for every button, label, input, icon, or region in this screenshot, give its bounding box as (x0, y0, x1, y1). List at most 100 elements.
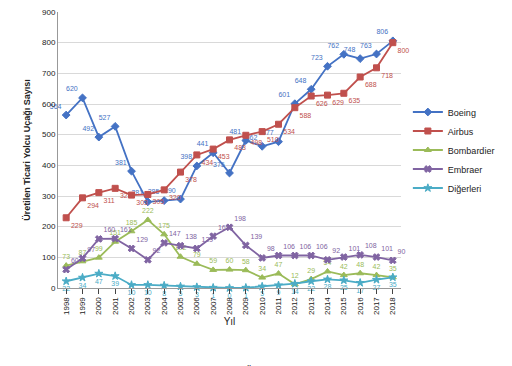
svg-text:42: 42 (373, 263, 381, 270)
svg-text:198: 198 (234, 215, 246, 222)
svg-text:34: 34 (79, 282, 87, 289)
svg-text:Embraer: Embraer (448, 165, 483, 175)
svg-text:441: 441 (197, 140, 209, 147)
svg-text:900: 900 (42, 8, 56, 17)
svg-text:1: 1 (211, 292, 215, 299)
svg-text:806: 806 (376, 28, 388, 35)
svg-text:101: 101 (349, 245, 361, 252)
svg-text:Yıl: Yıl (224, 316, 236, 327)
svg-text:Üretilen Ticari Yolcu Uçağı Sa: Üretilen Ticari Yolcu Uçağı Sayısı (22, 79, 32, 221)
svg-text:2010: 2010 (258, 297, 267, 315)
svg-text:73: 73 (62, 253, 70, 260)
svg-text:28: 28 (324, 283, 332, 290)
svg-text:98: 98 (267, 245, 275, 252)
svg-text:400: 400 (42, 161, 56, 170)
svg-text:100: 100 (42, 253, 56, 262)
svg-text:101: 101 (381, 245, 393, 252)
svg-text:48: 48 (356, 261, 364, 268)
svg-text:492: 492 (82, 125, 94, 132)
svg-text:161: 161 (120, 226, 132, 233)
svg-text:300: 300 (42, 192, 56, 201)
svg-text:2009: 2009 (241, 297, 250, 315)
svg-text:1998: 1998 (62, 297, 71, 315)
svg-text:700: 700 (42, 69, 56, 78)
svg-text:10: 10 (128, 289, 136, 296)
svg-text:2012: 2012 (290, 297, 299, 315)
svg-text:47: 47 (95, 278, 103, 285)
svg-text:27: 27 (373, 284, 381, 291)
svg-text:3: 3 (195, 291, 199, 298)
svg-text:320: 320 (169, 194, 181, 201)
svg-text:2017: 2017 (372, 297, 381, 315)
svg-text:22: 22 (307, 285, 315, 292)
svg-text:108: 108 (365, 242, 377, 249)
svg-text:2013: 2013 (307, 297, 316, 315)
svg-text:2014: 2014 (323, 297, 332, 315)
svg-text:762: 762 (327, 42, 339, 49)
svg-text:500: 500 (42, 130, 56, 139)
svg-text:92: 92 (153, 247, 161, 254)
svg-text:620: 620 (66, 85, 78, 92)
svg-text:290: 290 (164, 187, 176, 194)
svg-text:723: 723 (311, 54, 323, 61)
svg-text:Şekil 4. 2008-2018 Yılları Ara: Şekil 4. 2008-2018 Yılları Arasındaki Yo… (26, 365, 335, 366)
svg-text:47: 47 (275, 261, 283, 268)
svg-text:2001: 2001 (111, 297, 120, 315)
svg-text:60: 60 (226, 257, 234, 264)
svg-text:2003: 2003 (143, 297, 152, 315)
svg-text:87: 87 (79, 249, 87, 256)
svg-text:718: 718 (381, 72, 393, 79)
svg-text:10: 10 (144, 289, 152, 296)
svg-text:1999: 1999 (78, 297, 87, 315)
svg-text:434: 434 (202, 159, 214, 166)
svg-text:2006: 2006 (192, 297, 201, 315)
svg-text:2016: 2016 (356, 297, 365, 315)
svg-text:800: 800 (398, 47, 410, 54)
svg-text:2002: 2002 (127, 297, 136, 315)
svg-text:398: 398 (180, 153, 192, 160)
svg-text:8: 8 (162, 290, 166, 297)
svg-text:2007: 2007 (209, 297, 218, 315)
svg-text:102: 102 (175, 244, 187, 251)
svg-text:281: 281 (131, 189, 143, 196)
svg-text:2004: 2004 (160, 297, 169, 315)
svg-text:688: 688 (365, 81, 377, 88)
svg-text:175: 175 (158, 222, 170, 229)
svg-text:303: 303 (136, 199, 148, 206)
svg-text:185: 185 (126, 219, 138, 226)
svg-text:311: 311 (104, 197, 115, 204)
svg-text:12: 12 (291, 272, 299, 279)
svg-text:90: 90 (398, 248, 406, 255)
svg-text:462: 462 (246, 134, 258, 141)
svg-text:17: 17 (356, 287, 364, 294)
svg-text:42: 42 (340, 263, 348, 270)
svg-text:5: 5 (260, 290, 264, 297)
svg-text:129: 129 (136, 236, 148, 243)
svg-text:222: 222 (142, 207, 154, 214)
svg-text:648: 648 (295, 77, 307, 84)
svg-text:22: 22 (62, 285, 70, 292)
svg-text:1: 1 (244, 292, 248, 299)
svg-text:29: 29 (307, 267, 315, 274)
svg-text:378: 378 (185, 176, 197, 183)
svg-text:160: 160 (104, 226, 116, 233)
svg-text:106: 106 (316, 243, 328, 250)
svg-text:483: 483 (234, 144, 246, 151)
svg-text:600: 600 (42, 100, 56, 109)
svg-text:39: 39 (111, 280, 119, 287)
svg-text:229: 229 (71, 222, 83, 229)
svg-text:139: 139 (251, 233, 263, 240)
svg-text:60: 60 (71, 257, 79, 264)
svg-text:92: 92 (332, 247, 340, 254)
svg-text:106: 106 (300, 243, 312, 250)
svg-text:25: 25 (340, 284, 348, 291)
svg-text:79: 79 (193, 251, 201, 258)
svg-text:99: 99 (95, 245, 103, 252)
svg-text:800: 800 (42, 38, 56, 47)
svg-text:2005: 2005 (176, 297, 185, 315)
svg-text:305: 305 (153, 198, 165, 205)
svg-text:748: 748 (344, 46, 356, 53)
svg-text:151: 151 (109, 229, 121, 236)
svg-text:588: 588 (300, 112, 312, 119)
svg-text:2018: 2018 (388, 297, 397, 315)
